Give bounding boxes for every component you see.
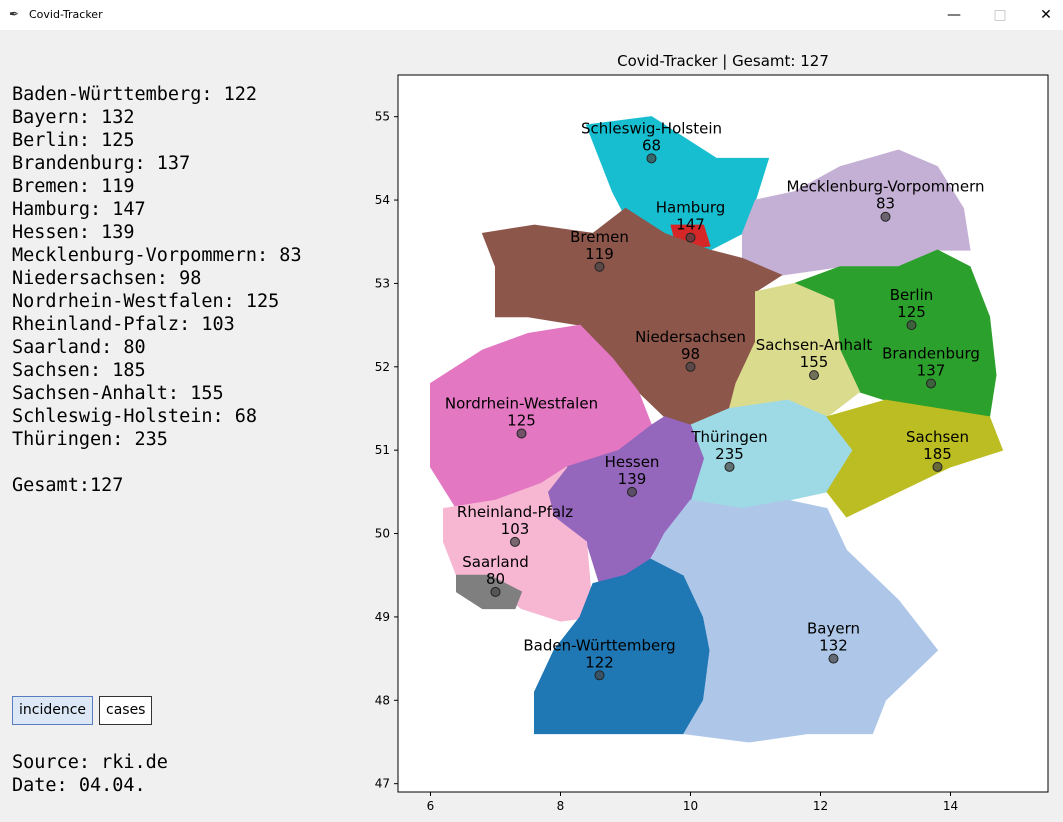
state-value: 137: [917, 361, 946, 379]
chart-title: Covid-Tracker | Gesamt: 127: [617, 52, 829, 70]
state-value: 132: [819, 637, 848, 655]
state-label: Hamburg: [656, 199, 726, 217]
state-label: Mecklenburg-Vorpommern: [787, 178, 985, 196]
state-point: [906, 320, 917, 331]
state-value: 155: [800, 353, 829, 371]
state-value: 83: [876, 195, 895, 213]
date-label: Date: 04.04.: [12, 775, 146, 796]
y-tick-label: 52: [375, 360, 390, 374]
source-info: Source: rki.de Date: 04.04.: [12, 751, 168, 797]
window-title: Covid-Tracker: [29, 8, 103, 21]
state-label: Sachsen-Anhalt: [756, 336, 873, 354]
state-label: Brandenburg: [882, 344, 980, 362]
state-region: [650, 499, 939, 743]
minimize-icon[interactable]: —: [947, 7, 961, 23]
state-point: [627, 486, 637, 497]
title-bar: ✒ Covid-Tracker — □ ✕: [0, 0, 1063, 30]
stat-row: Sachsen: 185: [12, 360, 146, 381]
state-label: Sachsen: [906, 428, 969, 446]
maximize-icon[interactable]: □: [993, 7, 1007, 23]
state-value: 119: [585, 245, 614, 263]
state-point: [926, 378, 936, 389]
stat-row: Berlin: 125: [12, 130, 135, 151]
state-value: 235: [715, 445, 744, 463]
state-label: Rheinland-Pfalz: [457, 503, 573, 521]
stat-row: Hamburg: 147: [12, 199, 146, 220]
state-value: 68: [642, 136, 661, 154]
state-point: [809, 370, 819, 381]
state-label: Bayern: [807, 620, 860, 638]
state-point: [932, 461, 943, 472]
stat-row: Baden-Württemberg: 122: [12, 84, 258, 105]
state-label: Saarland: [462, 553, 528, 571]
x-tick-label: 8: [557, 799, 565, 813]
state-label: Schleswig-Holstein: [581, 119, 722, 137]
state-value: 122: [585, 653, 614, 671]
stat-row: Thüringen: 235: [12, 429, 168, 450]
state-value: 98: [681, 345, 700, 363]
y-tick-label: 55: [375, 110, 390, 124]
state-label: Berlin: [890, 286, 934, 304]
state-point: [685, 361, 696, 372]
x-tick-label: 6: [427, 799, 435, 813]
stat-row: Brandenburg: 137: [12, 153, 191, 174]
x-tick-label: 14: [943, 799, 958, 813]
state-point: [646, 153, 657, 164]
y-tick-label: 54: [375, 193, 390, 207]
total-label: Gesamt:127: [12, 475, 124, 496]
y-tick-label: 51: [375, 443, 390, 457]
state-point: [516, 428, 527, 439]
x-tick-label: 10: [683, 799, 698, 813]
stat-row: Nordrhein-Westfalen: 125: [12, 291, 280, 312]
incidence-button[interactable]: incidence: [12, 696, 94, 725]
state-label: Niedersachsen: [635, 328, 746, 346]
close-icon[interactable]: ✕: [1040, 7, 1052, 23]
stat-row: Niedersachsen: 98: [12, 268, 202, 289]
stat-row: Saarland: 80: [12, 337, 146, 358]
stat-row: Bremen: 119: [12, 176, 135, 197]
state-value: 103: [501, 520, 530, 538]
state-label: Bremen: [570, 228, 629, 246]
stat-row: Bayern: 132: [12, 107, 135, 128]
state-point: [880, 211, 891, 222]
y-tick-label: 47: [375, 777, 390, 791]
state-region: [456, 574, 523, 610]
state-region: [742, 149, 971, 276]
state-region: [826, 399, 1004, 518]
stat-row: Hessen: 139: [12, 222, 135, 243]
state-point: [828, 653, 839, 664]
state-value: 125: [507, 412, 536, 430]
state-value: 80: [486, 570, 505, 588]
state-point: [724, 461, 735, 472]
state-point: [594, 261, 605, 272]
cases-button[interactable]: cases: [99, 696, 153, 725]
state-value: 125: [897, 303, 926, 321]
y-tick-label: 53: [375, 276, 390, 290]
y-tick-label: 48: [375, 693, 390, 707]
stat-row: Schleswig-Holstein: 68: [12, 406, 258, 427]
stat-row: Sachsen-Anhalt: 155: [12, 383, 224, 404]
stat-row: Rheinland-Pfalz: 103: [12, 314, 235, 335]
source-label: Source: rki.de: [12, 752, 168, 773]
state-label: Baden-Württemberg: [523, 636, 675, 654]
stat-row: Mecklenburg-Vorpommern: 83: [12, 245, 302, 266]
state-point: [685, 232, 696, 243]
y-tick-label: 50: [375, 527, 390, 541]
x-tick-label: 12: [813, 799, 828, 813]
feather-icon: ✒: [9, 7, 20, 21]
state-label: Hessen: [605, 453, 660, 471]
state-label: Thüringen: [690, 428, 767, 446]
state-label: Nordrhein-Westfalen: [445, 395, 598, 413]
y-tick-label: 49: [375, 610, 390, 624]
state-point: [594, 670, 605, 681]
state-value: 139: [618, 470, 647, 488]
incidence-stats-list: Baden-Württemberg: 122 Bayern: 132 Berlin:…: [12, 83, 302, 497]
state-value: 185: [923, 445, 952, 463]
state-point: [510, 536, 520, 547]
state-point: [490, 586, 501, 597]
state-value: 147: [676, 216, 705, 234]
